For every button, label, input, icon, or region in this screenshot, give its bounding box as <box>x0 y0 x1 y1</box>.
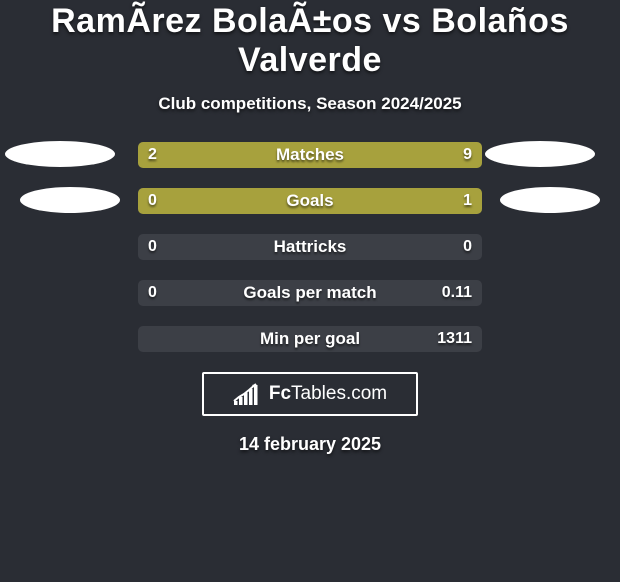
player-photo-placeholder <box>485 141 595 167</box>
stat-value-left: 2 <box>148 142 157 168</box>
page-title: RamÃrez BolaÃ±os vs Bolaños Valverde <box>0 2 620 80</box>
player-photo-placeholder <box>5 141 115 167</box>
stat-bar-right <box>138 188 482 214</box>
stat-value-left: 0 <box>148 188 157 214</box>
stat-value-right: 9 <box>463 142 472 168</box>
subtitle: Club competitions, Season 2024/2025 <box>0 94 620 114</box>
stat-bar-track <box>138 234 482 260</box>
player-photo-placeholder <box>500 187 600 213</box>
logo-text: FcTables.com <box>269 383 387 405</box>
bar-chart-icon <box>233 383 259 405</box>
comparison-stage: 29Matches01Goals00Hattricks00.11Goals pe… <box>0 142 620 352</box>
stat-bar-track <box>138 326 482 352</box>
stat-bar-track <box>138 142 482 168</box>
logo-text-fc: Fc <box>269 383 291 404</box>
stat-value-right: 1 <box>463 188 472 214</box>
logo-text-tables: Tables <box>291 383 346 404</box>
stat-bar-right <box>201 142 482 168</box>
logo-text-suffix: .com <box>346 383 387 404</box>
stat-row: 00Hattricks <box>0 234 620 260</box>
stat-value-left: 0 <box>148 234 157 260</box>
fctables-logo: FcTables.com <box>202 372 418 416</box>
stat-row: 1311Min per goal <box>0 326 620 352</box>
stat-value-left: 0 <box>148 280 157 306</box>
stat-row: 00.11Goals per match <box>0 280 620 306</box>
stat-bar-track <box>138 188 482 214</box>
stat-value-right: 1311 <box>437 326 472 352</box>
stat-value-right: 0.11 <box>442 280 472 306</box>
date-text: 14 february 2025 <box>0 434 620 455</box>
player-photo-placeholder <box>20 187 120 213</box>
stat-value-right: 0 <box>463 234 472 260</box>
stat-bar-track <box>138 280 482 306</box>
